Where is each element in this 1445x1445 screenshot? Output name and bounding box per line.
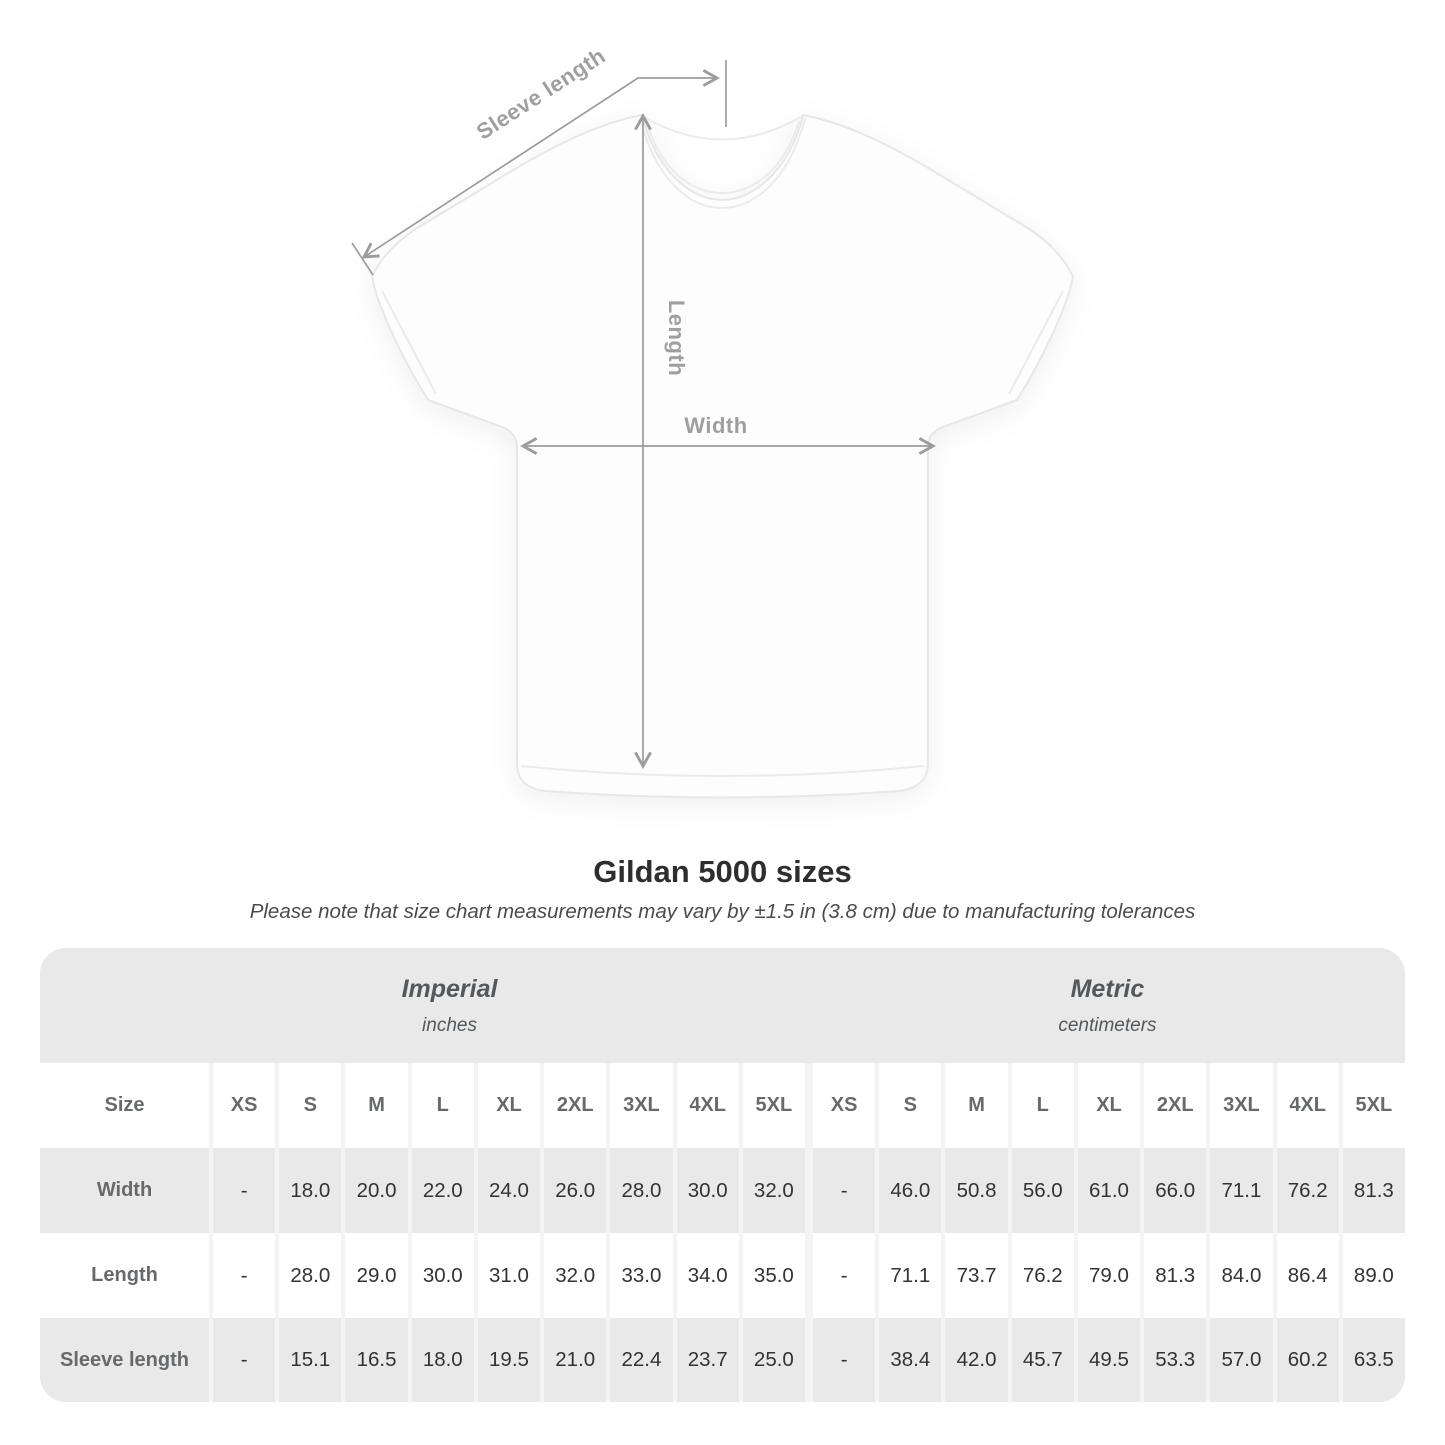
value-cell: 18.0 bbox=[411, 1318, 474, 1402]
size-header-cell: 5XL bbox=[1342, 1063, 1405, 1148]
sleeve-length-label: Sleeve length bbox=[472, 43, 610, 145]
size-table: Imperial inches Metric centimeters Size … bbox=[40, 948, 1405, 1402]
metric-header: Metric centimeters bbox=[1058, 975, 1156, 1037]
value-cell: - bbox=[812, 1148, 876, 1233]
value-cell: 19.5 bbox=[477, 1318, 541, 1402]
table-row-width: Width - 18.0 20.0 22.0 24.0 26.0 28.0 30… bbox=[40, 1148, 1405, 1233]
value-cell: 57.0 bbox=[1210, 1318, 1273, 1402]
value-cell: 32.0 bbox=[742, 1148, 805, 1233]
value-cell: 23.7 bbox=[676, 1318, 739, 1402]
size-header-cell: S bbox=[279, 1063, 342, 1148]
value-cell: 30.0 bbox=[676, 1148, 739, 1233]
size-header-cell: 2XL bbox=[1144, 1063, 1207, 1148]
value-cell: 30.0 bbox=[411, 1233, 474, 1318]
value-cell: 84.0 bbox=[1210, 1233, 1273, 1318]
chart-title: Gildan 5000 sizes bbox=[593, 854, 852, 889]
value-cell: 76.2 bbox=[1011, 1233, 1074, 1318]
row-label-cell: Sleeve length bbox=[40, 1318, 209, 1402]
size-header-cell: 5XL bbox=[742, 1063, 805, 1148]
metric-label: Metric bbox=[1070, 974, 1145, 1003]
size-header-cell: XL bbox=[477, 1063, 541, 1148]
value-cell: 28.0 bbox=[610, 1148, 673, 1233]
value-cell: 38.4 bbox=[879, 1318, 942, 1402]
table-row-length: Length - 28.0 29.0 30.0 31.0 32.0 33.0 3… bbox=[40, 1233, 1405, 1318]
size-header-cell: M bbox=[945, 1063, 1008, 1148]
value-cell: 33.0 bbox=[610, 1233, 673, 1318]
sleeve-end-tick bbox=[351, 242, 374, 276]
width-label: Width bbox=[684, 413, 747, 438]
size-header-cell: L bbox=[411, 1063, 474, 1148]
table-heading: Gildan 5000 sizes Please note that size … bbox=[0, 854, 1445, 924]
value-cell: 15.1 bbox=[279, 1318, 342, 1402]
table-row-sleeve-length: Sleeve length - 15.1 16.5 18.0 19.5 21.0… bbox=[40, 1318, 1405, 1402]
size-header-cell: S bbox=[879, 1063, 942, 1148]
tolerance-note: Please note that size chart measurements… bbox=[249, 900, 1196, 923]
value-cell: 45.7 bbox=[1011, 1318, 1074, 1402]
value-cell: 73.7 bbox=[945, 1233, 1008, 1318]
size-column-header: Size bbox=[40, 1063, 209, 1148]
value-cell: 35.0 bbox=[742, 1233, 805, 1318]
value-cell: 66.0 bbox=[1144, 1148, 1207, 1233]
size-header-cell: 4XL bbox=[676, 1063, 739, 1148]
value-cell: 18.0 bbox=[279, 1148, 342, 1233]
value-cell: 89.0 bbox=[1342, 1233, 1405, 1318]
value-cell: 50.8 bbox=[945, 1148, 1008, 1233]
value-cell: 25.0 bbox=[742, 1318, 805, 1402]
value-cell: 26.0 bbox=[544, 1148, 607, 1233]
value-cell: 29.0 bbox=[345, 1233, 408, 1318]
size-header-cell: 4XL bbox=[1276, 1063, 1339, 1148]
imperial-header: Imperial inches bbox=[402, 975, 498, 1037]
value-cell: - bbox=[213, 1233, 276, 1318]
value-cell: 86.4 bbox=[1276, 1233, 1339, 1318]
value-cell: 56.0 bbox=[1011, 1148, 1074, 1233]
row-label-cell: Length bbox=[40, 1233, 209, 1318]
value-cell: 81.3 bbox=[1144, 1233, 1207, 1318]
value-cell: 22.0 bbox=[411, 1148, 474, 1233]
value-cell: 60.2 bbox=[1276, 1318, 1339, 1402]
value-cell: - bbox=[213, 1318, 276, 1402]
value-cell: 24.0 bbox=[477, 1148, 541, 1233]
unit-header-band: Imperial inches Metric centimeters bbox=[40, 948, 1405, 1063]
size-header-cell: M bbox=[345, 1063, 408, 1148]
imperial-unit: inches bbox=[422, 1014, 477, 1036]
value-cell: - bbox=[812, 1318, 876, 1402]
metric-unit: centimeters bbox=[1058, 1014, 1157, 1036]
value-cell: 63.5 bbox=[1342, 1318, 1405, 1402]
value-cell: 81.3 bbox=[1342, 1148, 1405, 1233]
value-cell: 34.0 bbox=[676, 1233, 739, 1318]
size-header-cell: 2XL bbox=[544, 1063, 607, 1148]
value-cell: 42.0 bbox=[945, 1318, 1008, 1402]
value-cell: 79.0 bbox=[1077, 1233, 1141, 1318]
value-cell: 28.0 bbox=[279, 1233, 342, 1318]
value-cell: 49.5 bbox=[1077, 1318, 1141, 1402]
value-cell: 20.0 bbox=[345, 1148, 408, 1233]
value-cell: 71.1 bbox=[879, 1233, 942, 1318]
size-header-cell: XS bbox=[812, 1063, 876, 1148]
value-cell: - bbox=[812, 1233, 876, 1318]
size-header-cell: XS bbox=[213, 1063, 276, 1148]
value-cell: 16.5 bbox=[345, 1318, 408, 1402]
sleeve-length-arrow bbox=[351, 60, 727, 276]
row-label-cell: Width bbox=[40, 1148, 209, 1233]
value-cell: 71.1 bbox=[1210, 1148, 1273, 1233]
size-header-cell: XL bbox=[1077, 1063, 1141, 1148]
value-cell: - bbox=[213, 1148, 276, 1233]
value-cell: 22.4 bbox=[610, 1318, 673, 1402]
tshirt-graphic bbox=[370, 113, 1075, 799]
tshirt-measurement-diagram: Sleeve length Length Width bbox=[351, 43, 1075, 799]
length-label: Length bbox=[664, 300, 689, 376]
value-cell: 53.3 bbox=[1144, 1318, 1207, 1402]
table-header-row: Size XS S M L XL 2XL 3XL 4XL 5XL XS S M … bbox=[40, 1063, 1405, 1148]
size-header-cell: L bbox=[1011, 1063, 1074, 1148]
imperial-label: Imperial bbox=[401, 974, 498, 1003]
value-cell: 46.0 bbox=[879, 1148, 942, 1233]
value-cell: 76.2 bbox=[1276, 1148, 1339, 1233]
size-header-cell: 3XL bbox=[1210, 1063, 1273, 1148]
value-cell: 21.0 bbox=[544, 1318, 607, 1402]
value-cell: 31.0 bbox=[477, 1233, 541, 1318]
value-cell: 61.0 bbox=[1077, 1148, 1141, 1233]
size-header-cell: 3XL bbox=[610, 1063, 673, 1148]
value-cell: 32.0 bbox=[544, 1233, 607, 1318]
